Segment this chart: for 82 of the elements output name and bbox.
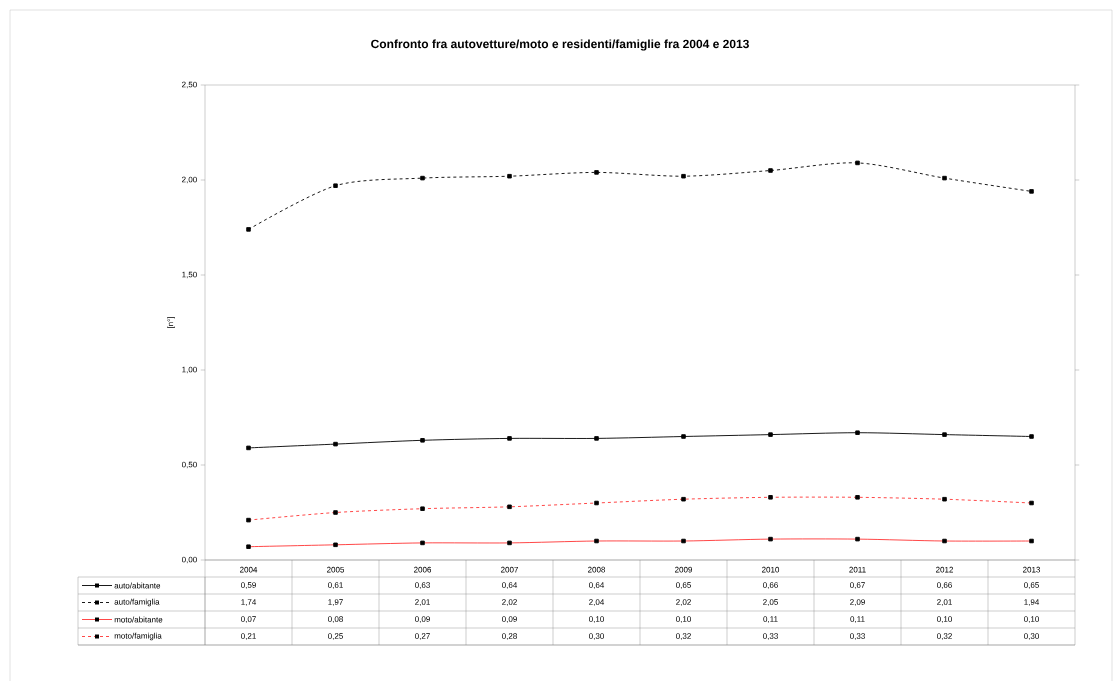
y-tick-label: 0,50 xyxy=(181,461,197,469)
point xyxy=(768,432,773,437)
data-label: 0,07 xyxy=(241,616,256,623)
data-label: 1,74 xyxy=(241,599,257,606)
legend-label: moto/abitante xyxy=(114,616,163,623)
point xyxy=(768,168,773,173)
point xyxy=(507,173,512,179)
data-label: 2,05 xyxy=(763,599,778,606)
data-label: 0,10 xyxy=(1024,616,1039,623)
point xyxy=(855,160,860,166)
point xyxy=(942,432,947,437)
data-label: 2,09 xyxy=(850,599,865,606)
data-label: 0,28 xyxy=(502,633,517,640)
data-label: 2,01 xyxy=(415,599,430,606)
point xyxy=(507,436,512,441)
x-tick-label: 2008 xyxy=(588,566,606,573)
data-label: 0,10 xyxy=(589,616,604,623)
x-tick-label: 2013 xyxy=(1023,566,1041,573)
data-label: 0,30 xyxy=(1024,633,1039,640)
data-label: 0,11 xyxy=(850,616,865,623)
x-tick-label: 2005 xyxy=(327,566,345,573)
y-tick-label: 2,50 xyxy=(182,81,197,89)
point xyxy=(333,183,338,188)
data-label: 0,33 xyxy=(850,633,865,640)
x-tick-label: 2006 xyxy=(414,566,432,573)
legend-label: moto/famiglia xyxy=(114,632,162,641)
data-label: 0,09 xyxy=(415,616,430,623)
point xyxy=(420,438,425,443)
chart-title: Confronto fra autovetture/moto e residenti/famiglie fra 2004 e 2013 xyxy=(371,39,749,51)
data-label: 0,25 xyxy=(328,633,343,640)
x-tick-label: 2012 xyxy=(936,566,953,573)
y-axis-title: [n°] xyxy=(167,317,175,328)
data-label: 0,09 xyxy=(502,616,517,623)
data-label: 0,61 xyxy=(328,582,343,589)
data-label: 0,10 xyxy=(937,616,952,623)
data-label: 0,32 xyxy=(937,633,952,640)
data-label: 1,94 xyxy=(1024,599,1040,606)
x-tick-label: 2011 xyxy=(849,566,866,573)
y-tick-label: 2,00 xyxy=(182,176,197,184)
data-label: 0,66 xyxy=(763,582,778,589)
data-label: 0,64 xyxy=(589,582,605,589)
point xyxy=(246,227,251,232)
point xyxy=(420,175,425,181)
point xyxy=(594,170,599,175)
data-label: 0,30 xyxy=(589,633,604,640)
point xyxy=(1029,434,1034,439)
data-label: 2,04 xyxy=(589,599,605,606)
y-tick-label: 1,50 xyxy=(182,271,197,279)
y-tick-label: 1,00 xyxy=(182,366,197,374)
data-label: 2,02 xyxy=(676,599,691,606)
data-label: 0,32 xyxy=(676,633,691,640)
point xyxy=(594,436,599,441)
point xyxy=(246,445,251,451)
data-label: 2,01 xyxy=(937,599,952,606)
legend-label: auto/abitante xyxy=(114,582,161,589)
x-tick-label: 2010 xyxy=(762,566,780,573)
point xyxy=(855,430,860,435)
data-label: 0,33 xyxy=(763,633,778,640)
data-label: 0,59 xyxy=(241,582,256,589)
data-label: 1,97 xyxy=(328,599,343,606)
point xyxy=(333,441,338,447)
legend-label: auto/famiglia xyxy=(114,598,160,607)
point xyxy=(1029,189,1034,194)
data-label: 0,10 xyxy=(676,616,691,623)
data-label: 0,21 xyxy=(241,633,256,640)
data-label: 0,67 xyxy=(850,582,865,589)
x-tick-label: 2007 xyxy=(501,566,518,573)
point xyxy=(681,434,686,439)
data-label: 0,65 xyxy=(1024,582,1039,589)
point xyxy=(681,173,686,179)
data-label: 0,27 xyxy=(415,633,430,640)
point xyxy=(942,175,947,181)
data-label: 0,65 xyxy=(676,582,691,589)
data-label: 0,08 xyxy=(328,616,343,623)
x-tick-label: 2009 xyxy=(675,566,693,573)
data-label: 0,63 xyxy=(415,582,430,589)
data-label: 0,66 xyxy=(937,582,952,589)
y-tick-label: 0,00 xyxy=(181,556,197,564)
data-label: 0,64 xyxy=(502,582,518,589)
data-label: 0,11 xyxy=(763,616,778,623)
x-tick-label: 2004 xyxy=(240,566,258,573)
data-label: 2,02 xyxy=(502,599,517,606)
